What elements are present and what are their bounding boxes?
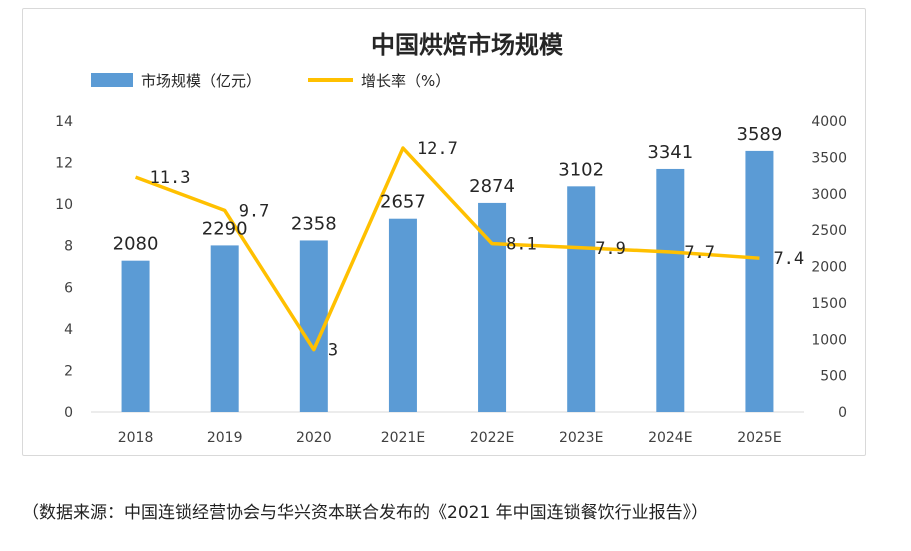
bar-data-label: 2290 [202,218,248,239]
bar [567,186,596,412]
x-axis-tick-label: 2018 [118,430,154,446]
right-axis-tick-label: 3500 [811,150,847,166]
bar [745,150,774,412]
bar-data-label: 2657 [380,192,426,213]
growth-rate-line [134,146,760,352]
bar [121,260,150,412]
right-axis-tick-label: 1500 [811,296,847,312]
bar-data-label: 2874 [469,176,515,197]
left-axis-tick-label: 8 [64,239,73,255]
x-axis-tick-label: 2020 [296,430,332,446]
x-axis-tick-label: 2022E [470,430,514,446]
bar-series [121,150,774,412]
right-axis-tick-label: 0 [838,405,847,421]
x-axis-tick-label: 2025E [737,430,781,446]
bar-data-label: 3589 [737,124,783,145]
chart-svg: 中国烘焙市场规模 市场规模（亿元） 增长率（%） 0 2 4 6 8 10 12 14 0 500… [55,31,847,446]
right-axis-tick-label: 1000 [811,332,847,348]
left-axis-tick-label: 12 [55,156,73,172]
x-axis-tick-label: 2023E [559,430,603,446]
x-axis-ticks: 2018 2019 2020 2021E 2022E 2023E 2024E 2025E [118,430,782,446]
left-axis-tick-label: 14 [55,114,73,130]
line-data-label: 9.7 [239,201,270,221]
x-axis-tick-label: 2019 [207,430,243,446]
bar [210,245,239,412]
bar-data-label: 2080 [113,234,159,255]
left-axis-tick-label: 10 [55,197,73,213]
right-axis-tick-label: 2000 [811,260,847,276]
right-axis-tick-label: 500 [820,369,847,385]
bar [478,202,507,412]
right-axis-tick-label: 3000 [811,187,847,203]
legend-label-bar: 市场规模（亿元） [141,72,261,90]
bar-data-label: 3341 [647,142,693,163]
left-axis-tick-label: 6 [64,280,73,296]
left-axis-tick-label: 2 [64,363,73,379]
left-axis-ticks: 0 2 4 6 8 10 12 14 [55,114,73,421]
line-data-label: 7.4 [773,249,804,269]
chart-frame: 中国烘焙市场规模 市场规模（亿元） 增长率（%） 0 2 4 6 8 10 12 14 0 500… [22,8,866,456]
bar [656,168,685,412]
source-note: （数据来源：中国连锁经营协会与华兴资本联合发布的《2021 年中国连锁餐饮行业报… [22,503,709,523]
line-data-label: 7.7 [684,243,715,263]
line-series [134,146,760,352]
legend-label-line: 增长率（%） [361,72,450,90]
bar [388,218,417,412]
left-axis-tick-label: 4 [64,322,73,338]
line-data-label: 8.1 [506,235,537,255]
legend-swatch-bar [91,73,133,87]
line-data-label: 3 [328,341,338,361]
legend: 市场规模（亿元） 增长率（%） [91,72,450,90]
x-axis-tick-label: 2021E [381,430,425,446]
right-axis-tick-label: 2500 [811,223,847,239]
line-data-label: 11.3 [150,168,191,188]
bar-data-label: 2358 [291,213,337,234]
bar-labels: 2080 2290 2358 2657 2874 3102 3341 3589 [113,124,783,255]
line-data-label: 7.9 [595,239,626,259]
left-axis-tick-label: 0 [64,405,73,421]
bar-data-label: 3102 [558,159,604,180]
x-axis-tick-label: 2024E [648,430,692,446]
line-data-label: 12.7 [417,139,458,159]
right-axis-tick-label: 4000 [811,114,847,130]
chart-title: 中国烘焙市场规模 [371,31,564,59]
line-labels: 11.3 9.7 3 12.7 8.1 7.9 7.7 7.4 [150,139,805,361]
right-axis-ticks: 0 500 1000 1500 2000 2500 3000 3500 4000 [811,114,847,421]
